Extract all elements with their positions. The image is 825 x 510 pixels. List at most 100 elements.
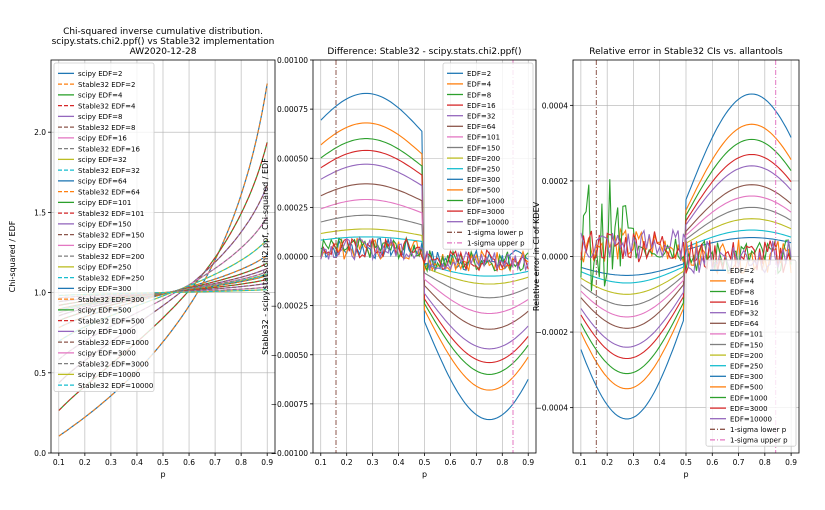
series-line-edf (320, 236, 529, 273)
legend-label: EDF=300 (467, 176, 500, 184)
x-tick-label: 0.8 (235, 458, 247, 467)
chart-title: Relative error in Stable32 CIs vs. allan… (589, 47, 783, 57)
legend-label: Stable32 EDF=500 (78, 317, 144, 325)
series-line-stable32-edf-4 (58, 142, 268, 411)
legend-box (442, 62, 534, 250)
x-tick-label: 0.9 (785, 458, 797, 467)
y-tick-label: −0.0004 (535, 404, 568, 413)
legend-label: 1-sigma upper p (730, 437, 788, 445)
x-tick-label: 0.7 (733, 458, 745, 467)
legend-label: scipy EDF=500 (78, 307, 131, 315)
y-tick-label: 0.00025 (277, 203, 308, 212)
y-axis-label: Chi-squared / EDF (8, 220, 17, 292)
y-tick-label: 1.0 (34, 289, 46, 298)
legend-label: Stable32 EDF=8 (78, 124, 135, 132)
series-line-edf (320, 237, 529, 273)
legend-label: EDF=200 (467, 155, 500, 163)
legend-label: EDF=2 (467, 70, 491, 78)
legend-label: scipy EDF=32 (78, 156, 127, 164)
axes-frame (312, 59, 537, 454)
legend-label: scipy EDF=250 (78, 264, 131, 272)
legend-label: Stable32 EDF=150 (78, 231, 144, 239)
x-tick-label: 0.2 (79, 458, 91, 467)
legend-label: EDF=3000 (467, 208, 505, 216)
legend-label: EDF=500 (730, 384, 763, 392)
legend-box (705, 259, 797, 447)
axes-1: 0.1 0.2 0.3 0.4 0.5 0.6 0.7 0.8 0.9 0.0 0.5 1.0 1.5 2… (8, 27, 275, 479)
x-tick-label: 0.2 (341, 458, 353, 467)
series-line-edf (320, 198, 529, 315)
x-axis-label: p (422, 470, 427, 479)
legend-label: EDF=4 (467, 81, 492, 89)
series-line-edf (320, 138, 529, 375)
legend-label: Stable32 EDF=32 (78, 167, 140, 175)
legend-label: 1-sigma upper p (467, 240, 525, 248)
y-tick-label: 0.00100 (277, 56, 308, 65)
legend-label: Stable32 EDF=16 (78, 145, 140, 153)
x-tick-label: 0.3 (627, 458, 639, 467)
legend-label: EDF=250 (730, 363, 763, 371)
y-tick-label: 0.00050 (277, 154, 308, 163)
x-tick-label: 0.5 (419, 458, 431, 467)
series-line-edf (320, 163, 529, 350)
y-tick-label: 0.00000 (277, 253, 308, 262)
x-tick-label: 0.6 (444, 458, 456, 467)
legend-label: Stable32 EDF=10000 (78, 382, 153, 390)
x-tick-label: 0.4 (654, 458, 666, 467)
x-axis-label: p (683, 470, 688, 479)
legend-label: Stable32 EDF=64 (78, 188, 140, 196)
series-line-edf (320, 183, 529, 330)
series-line-edf (580, 93, 792, 420)
legend-label: EDF=32 (730, 310, 759, 318)
series-line-edf (580, 195, 792, 318)
legend-label: 1-sigma lower p (467, 229, 524, 237)
x-tick-label: 0.9 (261, 458, 273, 467)
x-tick-label: 0.8 (759, 458, 771, 467)
legend-label: scipy EDF=64 (78, 178, 127, 186)
chart-title: scipy.stats.chi2.ppf() vs Stable32 imple… (52, 37, 275, 47)
series-line-edf (320, 214, 529, 299)
legend-label: Stable32 EDF=300 (78, 296, 144, 304)
legend-label: scipy EDF=2 (78, 70, 122, 78)
legend-label: EDF=64 (730, 320, 759, 328)
legend-label: scipy EDF=150 (78, 221, 131, 229)
x-tick-label: 0.4 (131, 458, 143, 467)
axes-3: 0.1 0.2 0.3 0.4 0.5 0.6 0.7 0.8 0.9 −0.0004 −0.000… (532, 47, 799, 479)
series-line-edf (580, 229, 792, 284)
series-line-edf (320, 92, 529, 421)
y-tick-label: −0.00075 (271, 400, 309, 409)
legend-label: scipy EDF=16 (78, 135, 127, 143)
plot-area (320, 60, 529, 453)
axes-frame (572, 59, 800, 454)
plot-area (580, 60, 792, 453)
legend-label: 1-sigma lower p (730, 426, 787, 434)
legend-label: EDF=2 (730, 267, 754, 275)
x-tick-label: 0.5 (680, 458, 692, 467)
x-tick-label: 0.1 (53, 458, 65, 467)
legend-label: EDF=1000 (467, 197, 505, 205)
series-line-edf (580, 237, 792, 276)
x-tick-label: 0.3 (367, 458, 379, 467)
series-line-stable32-edf-2 (58, 83, 268, 437)
legend-label: scipy EDF=10000 (78, 371, 140, 379)
series-line-edf (580, 153, 792, 360)
y-tick-label: 0.0004 (542, 101, 568, 110)
x-tick-label: 0.9 (522, 458, 534, 467)
axes-frame (50, 59, 276, 454)
legend-label: EDF=8 (467, 91, 491, 99)
axes-2: 0.1 0.2 0.3 0.4 0.5 0.6 0.7 0.8 0.9−0.00100−0.00… (261, 47, 536, 479)
y-tick-label: −0.00025 (271, 302, 309, 311)
legend-label: scipy EDF=3000 (78, 350, 136, 358)
legend-label: EDF=10000 (467, 219, 509, 227)
series-line-stable32-edf-10000 (58, 289, 268, 296)
series-line-edf (580, 138, 792, 375)
legend-label: EDF=1000 (730, 394, 768, 402)
x-tick-label: 0.1 (315, 458, 327, 467)
series-line-edf (320, 149, 529, 364)
y-axis-label: Relative error in CI of KDEV (532, 201, 541, 311)
y-tick-label: 0.0002 (542, 177, 568, 186)
legend-label: Stable32 EDF=101 (78, 210, 144, 218)
legend: EDF=2 EDF=4 EDF=8 EDF=16 EDF=32 EDF=64 EDF=101… (442, 62, 534, 250)
y-tick-label: 0.0000 (542, 253, 568, 262)
